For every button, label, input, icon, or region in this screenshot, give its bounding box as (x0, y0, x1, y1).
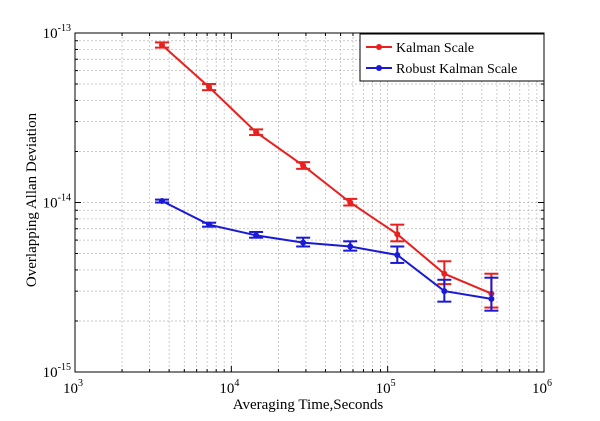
data-point (158, 198, 165, 205)
data-point (441, 270, 448, 277)
x-tick-label: 103 (63, 378, 83, 397)
grid (75, 33, 544, 372)
data-point (394, 231, 401, 238)
data-point (300, 162, 307, 169)
tick-marks (75, 33, 544, 372)
data-point (253, 232, 260, 239)
series-line (161, 44, 492, 295)
y-axis-label: Overlapping Allan Deviation (24, 112, 40, 287)
data-point (347, 243, 354, 250)
x-tick-labels: 103 104 105 106 (63, 378, 552, 397)
data-point (300, 239, 307, 246)
data-point (488, 295, 495, 302)
x-tick-label: 106 (532, 378, 552, 397)
legend-label-kalman: Kalman Scale (396, 41, 474, 56)
legend-marker-robust (376, 65, 382, 71)
legend-box (359, 33, 545, 82)
legend: Kalman Scale Robust Kalman Scale (359, 33, 545, 82)
data-point (441, 288, 448, 295)
data-point (206, 221, 213, 228)
series-robust-kalman-scale (154, 198, 499, 312)
data-point (253, 129, 260, 136)
y-tick-label: 10-15 (43, 362, 71, 381)
legend-marker-kalman (376, 44, 382, 50)
y-tick-label: 10-13 (43, 23, 71, 42)
data-point (347, 199, 354, 206)
series-line (161, 200, 492, 300)
data-point (206, 84, 213, 91)
y-tick-labels: 10-15 10-14 10-13 (43, 23, 71, 381)
legend-label-robust: Robust Kalman Scale (396, 62, 517, 77)
x-axis-label: Averaging Time,Seconds (233, 397, 384, 413)
data-point (158, 41, 165, 48)
x-tick-label: 105 (376, 378, 396, 397)
x-tick-label: 104 (219, 378, 239, 397)
y-tick-label: 10-14 (43, 193, 71, 212)
plot-frame (74, 32, 545, 373)
series-kalman-scale (154, 41, 499, 309)
series (154, 41, 499, 312)
data-point (394, 252, 401, 259)
